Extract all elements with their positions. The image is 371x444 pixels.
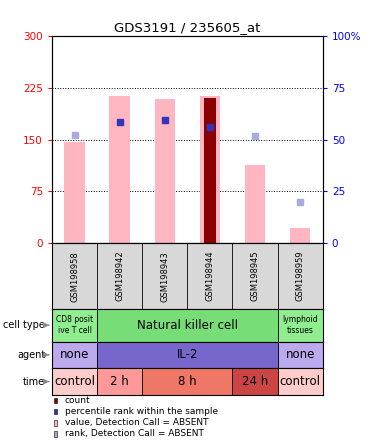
Text: rank, Detection Call = ABSENT: rank, Detection Call = ABSENT <box>65 429 204 439</box>
Bar <box>200 96 220 243</box>
Bar <box>97 309 278 341</box>
Bar <box>155 99 175 243</box>
Bar <box>52 368 97 395</box>
Text: GSM198945: GSM198945 <box>250 251 260 301</box>
Text: IL-2: IL-2 <box>177 349 198 361</box>
Title: GDS3191 / 235605_at: GDS3191 / 235605_at <box>114 21 260 34</box>
Text: 8 h: 8 h <box>178 375 197 388</box>
Bar <box>64 142 85 243</box>
Bar <box>245 165 265 243</box>
Text: lymphoid
tissues: lymphoid tissues <box>282 316 318 335</box>
Text: 24 h: 24 h <box>242 375 268 388</box>
Bar <box>97 368 142 395</box>
Text: cell type: cell type <box>3 320 45 330</box>
Bar <box>278 309 323 341</box>
Text: value, Detection Call = ABSENT: value, Detection Call = ABSENT <box>65 418 209 427</box>
Text: control: control <box>280 375 321 388</box>
Bar <box>52 309 97 341</box>
Text: none: none <box>60 349 89 361</box>
Text: count: count <box>65 396 91 405</box>
Bar <box>290 228 311 243</box>
Bar <box>204 98 216 243</box>
Text: percentile rank within the sample: percentile rank within the sample <box>65 407 218 416</box>
Text: time: time <box>23 377 45 387</box>
Bar <box>97 341 278 368</box>
Text: agent: agent <box>17 350 45 360</box>
Text: GSM198943: GSM198943 <box>160 251 169 301</box>
Text: GSM198944: GSM198944 <box>206 251 214 301</box>
Text: GSM198942: GSM198942 <box>115 251 124 301</box>
Text: GSM198959: GSM198959 <box>296 251 305 301</box>
Bar <box>52 341 97 368</box>
Bar <box>233 368 278 395</box>
Text: CD8 posit
ive T cell: CD8 posit ive T cell <box>56 316 93 335</box>
Bar <box>278 368 323 395</box>
Text: Natural killer cell: Natural killer cell <box>137 319 238 332</box>
Text: control: control <box>54 375 95 388</box>
Bar <box>142 368 233 395</box>
Text: 2 h: 2 h <box>110 375 129 388</box>
Bar <box>109 96 130 243</box>
Text: none: none <box>286 349 315 361</box>
Text: GSM198958: GSM198958 <box>70 251 79 301</box>
Bar <box>278 341 323 368</box>
